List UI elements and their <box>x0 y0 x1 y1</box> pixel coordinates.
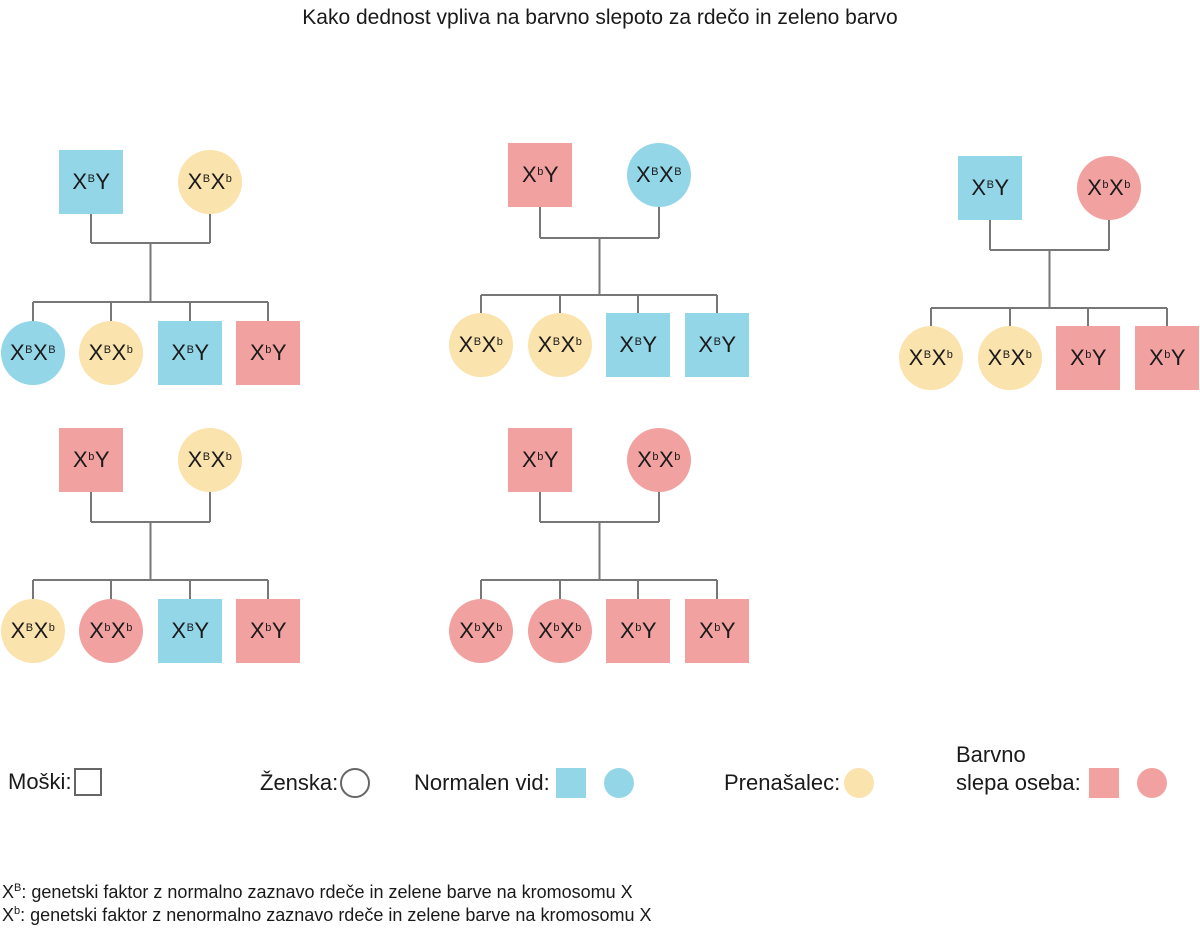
legend-normal: Normalen vid: <box>414 768 634 798</box>
legend-colorblind-line1: Barvno <box>956 742 1026 767</box>
legend-carrier-circle-icon <box>844 768 875 798</box>
legend-colorblind: slepa oseba: <box>956 768 1167 798</box>
footnote-gene-letter: X <box>2 905 15 925</box>
footnote-dominant: XB: genetski faktor z normalno zaznavo r… <box>2 882 633 903</box>
legend-normal-square-icon <box>555 768 586 798</box>
legend-female: Ženska: <box>260 768 371 798</box>
footnote-text: : genetski faktor z normalno zaznavo rde… <box>21 882 633 902</box>
legend-female-label: Ženska: <box>260 770 339 795</box>
legend-normal-label: Normalen vid: <box>414 770 550 795</box>
legend-male-label: Moški: <box>8 769 72 794</box>
footnote-allele-sup: b <box>14 905 21 917</box>
legend-colorblind-circle-icon <box>1136 768 1167 798</box>
legend-male: Moški: <box>8 768 102 796</box>
footnote-gene-letter: X <box>2 882 15 902</box>
legend-normal-circle-icon <box>603 768 634 798</box>
legend-carrier: Prenašalec: <box>724 768 875 798</box>
footnote-allele-sup: B <box>14 882 22 894</box>
legend-male-square-icon <box>73 768 102 796</box>
legend-carrier-label: Prenašalec: <box>724 770 841 795</box>
diagram-title: Kako dednost vpliva na barvno slepoto za… <box>302 6 898 29</box>
legend-colorblind-square-icon <box>1088 768 1119 798</box>
legend-female-circle-icon <box>340 768 371 798</box>
footnote-text: : genetski faktor z nenormalno zaznavo r… <box>20 905 652 925</box>
legend-colorblind-label: slepa oseba: <box>956 770 1081 795</box>
footnote-recessive: Xb: genetski faktor z nenormalno zaznavo… <box>2 905 651 926</box>
